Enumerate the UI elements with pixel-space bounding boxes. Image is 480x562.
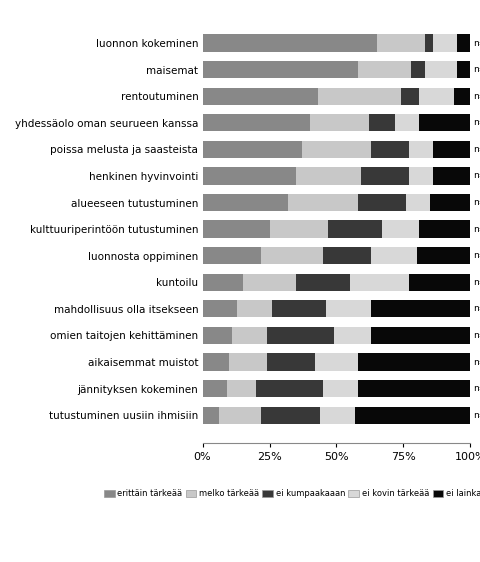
Bar <box>357 61 410 78</box>
Bar <box>320 406 354 424</box>
Bar <box>410 61 424 78</box>
Bar <box>317 88 400 105</box>
Bar <box>357 353 469 371</box>
Bar <box>408 274 469 291</box>
Bar <box>454 88 469 105</box>
Text: n=429: n=429 <box>472 119 480 128</box>
Bar <box>323 247 371 264</box>
Bar <box>296 274 349 291</box>
Bar <box>314 353 357 371</box>
Bar <box>218 406 261 424</box>
Bar <box>432 34 456 52</box>
Bar <box>202 353 229 371</box>
Text: n=428: n=428 <box>472 171 480 180</box>
Text: n=429: n=429 <box>472 278 480 287</box>
Text: n=434: n=434 <box>472 65 480 74</box>
Bar <box>202 247 261 264</box>
Text: n=431: n=431 <box>472 251 480 260</box>
Bar <box>371 140 408 158</box>
Bar <box>419 88 454 105</box>
Bar <box>416 247 469 264</box>
Bar <box>371 327 469 344</box>
Bar <box>357 194 405 211</box>
Bar <box>202 380 226 397</box>
Bar <box>432 140 469 158</box>
Text: n=435: n=435 <box>472 39 480 48</box>
Bar <box>325 300 371 318</box>
Bar <box>296 167 360 184</box>
Bar <box>354 406 469 424</box>
Bar <box>424 61 456 78</box>
Text: n=432: n=432 <box>472 198 480 207</box>
Bar <box>381 220 419 238</box>
Bar <box>360 167 408 184</box>
Bar <box>429 194 469 211</box>
Bar <box>202 406 218 424</box>
Bar <box>456 34 469 52</box>
Bar <box>333 327 371 344</box>
Bar <box>231 327 266 344</box>
Bar <box>202 88 317 105</box>
Bar <box>368 114 395 132</box>
Text: n=430: n=430 <box>472 225 480 234</box>
Bar <box>309 114 368 132</box>
Bar <box>376 34 424 52</box>
Bar <box>301 140 371 158</box>
Bar <box>328 220 381 238</box>
Bar <box>371 300 469 318</box>
Bar <box>202 167 296 184</box>
Bar <box>255 380 323 397</box>
Bar <box>202 34 376 52</box>
Bar <box>266 353 314 371</box>
Text: n=431: n=431 <box>472 411 480 420</box>
Bar <box>272 300 325 318</box>
Bar <box>237 300 272 318</box>
Bar <box>202 140 301 158</box>
Bar <box>408 167 432 184</box>
Bar <box>261 247 323 264</box>
Bar <box>202 300 237 318</box>
Bar <box>229 353 266 371</box>
Bar <box>288 194 357 211</box>
Bar <box>226 380 255 397</box>
Bar <box>349 274 408 291</box>
Bar <box>357 380 469 397</box>
Bar <box>202 220 269 238</box>
Bar <box>202 61 357 78</box>
Bar <box>419 220 469 238</box>
Bar <box>400 88 419 105</box>
Bar <box>395 114 419 132</box>
Text: n=427: n=427 <box>472 384 480 393</box>
Bar <box>371 247 416 264</box>
Bar <box>202 274 242 291</box>
Text: n=422: n=422 <box>472 305 480 314</box>
Text: n=424: n=424 <box>472 357 480 366</box>
Text: n=433: n=433 <box>472 92 480 101</box>
Bar <box>456 61 469 78</box>
Text: n=430: n=430 <box>472 145 480 154</box>
Bar <box>419 114 469 132</box>
Text: n=426: n=426 <box>472 331 480 340</box>
Bar <box>269 220 328 238</box>
Bar <box>323 380 357 397</box>
Bar <box>424 34 432 52</box>
Bar <box>266 327 333 344</box>
Bar <box>242 274 296 291</box>
Bar <box>202 327 231 344</box>
Bar <box>202 194 288 211</box>
Legend: erittäin tärkeää, melko tärkeää, ei kumpaakaaan, ei kovin tärkeää, ei lainkaan t: erittäin tärkeää, melko tärkeää, ei kump… <box>100 486 480 502</box>
Bar <box>405 194 429 211</box>
Bar <box>408 140 432 158</box>
Bar <box>261 406 320 424</box>
Bar <box>202 114 309 132</box>
Bar <box>432 167 469 184</box>
